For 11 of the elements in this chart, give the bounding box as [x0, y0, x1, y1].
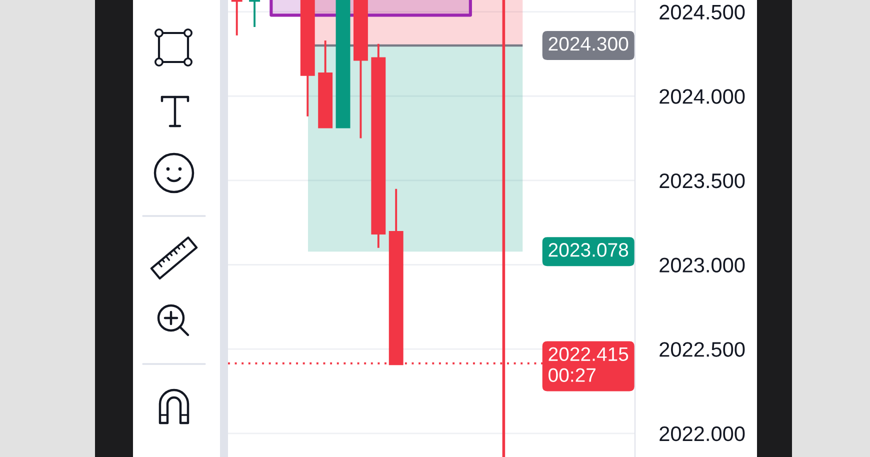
y-tick-label: 2023.500 [660, 173, 745, 188]
y-tick-label: 2022.000 [660, 426, 745, 442]
y-tick-label: 2024.500 [660, 4, 745, 20]
candlestick [247, 0, 262, 28]
band-label: 2023.078 [548, 243, 628, 257]
y-tick-label: 2024.000 [660, 89, 745, 104]
y-tick-label: 2023.000 [660, 258, 745, 273]
ref-line-label: 2022.415 00:27 [548, 347, 628, 382]
y-tick-label: 2022.500 [660, 342, 745, 357]
ref-line-label: 2024.300 [548, 36, 628, 51]
candlestick [230, 0, 244, 36]
